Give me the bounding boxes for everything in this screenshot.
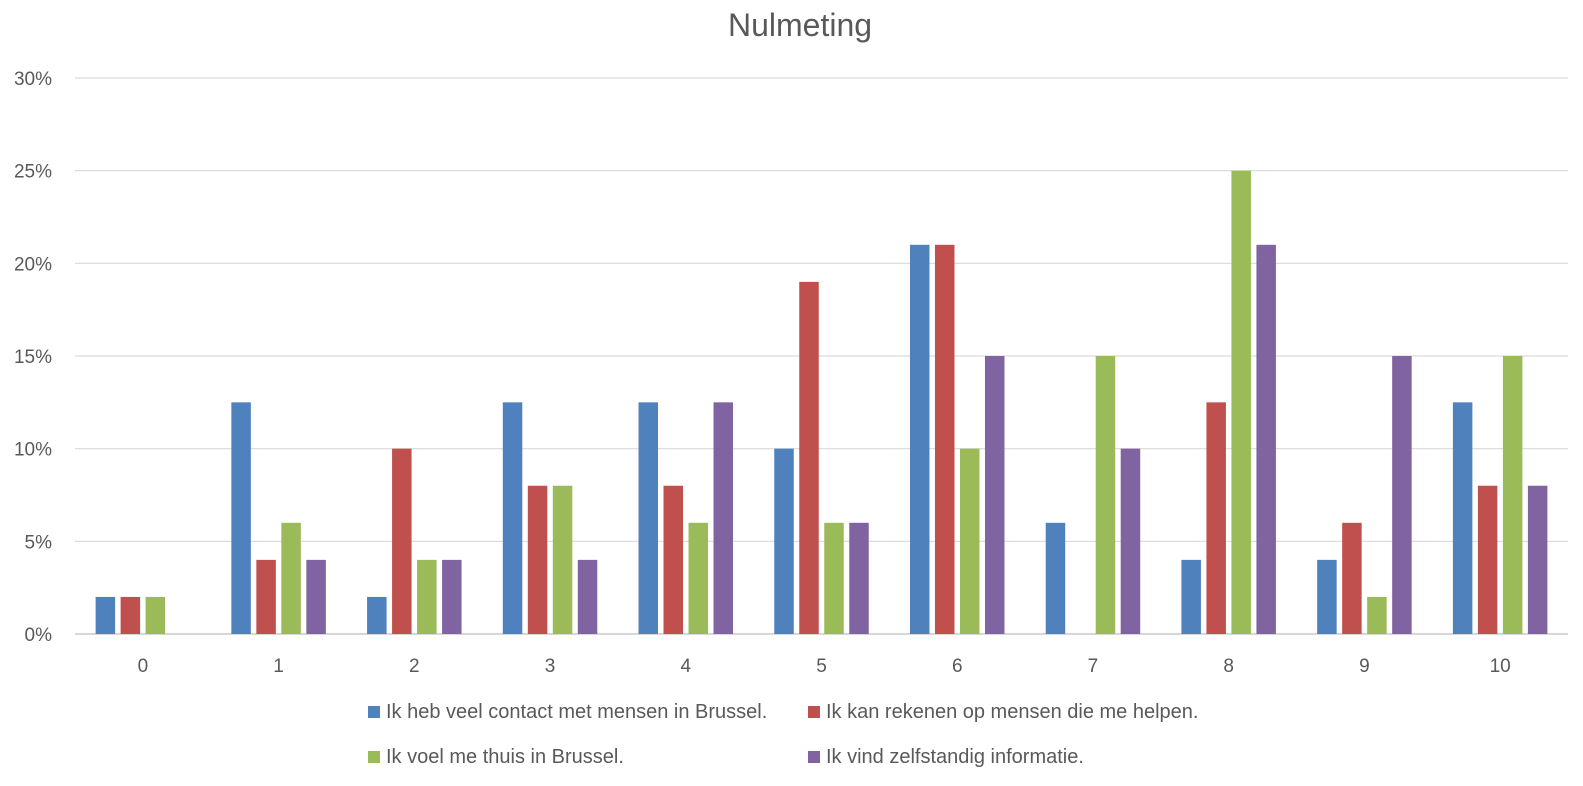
legend-label: Ik kan rekenen op mensen die me helpen. (826, 701, 1198, 723)
legend-label: Ik voel me thuis in Brussel. (386, 746, 624, 768)
gridlines (75, 77, 1568, 635)
x-tick-label: 5 (816, 656, 827, 677)
bar-series-1-cat-9 (1317, 559, 1337, 634)
x-axis-ticks: 0 1 2 3 4 5 6 7 8 9 10 (138, 656, 1511, 677)
bar-series-2-cat-10 (1477, 485, 1498, 634)
x-tick-label: 2 (409, 656, 420, 677)
bar-series-2-cat-2 (392, 448, 412, 634)
bar-series-2-cat-1 (256, 559, 276, 634)
bar-series-2-cat-0 (120, 596, 141, 634)
bar-series-1-cat-0 (95, 596, 116, 634)
bar-series-4-cat-2 (442, 559, 462, 634)
bar-series-1-cat-10 (1452, 402, 1473, 634)
bar-series-4-cat-7 (1120, 448, 1141, 634)
bar-series-3-cat-4 (688, 522, 709, 634)
x-tick-label: 9 (1359, 656, 1370, 677)
legend-swatch (808, 751, 820, 763)
bar-series-4-cat-3 (577, 559, 598, 634)
legend-label: Ik heb veel contact met mensen in Brusse… (386, 701, 767, 723)
bar-series-1-cat-2 (367, 596, 387, 634)
bar-series-3-cat-8 (1231, 170, 1251, 634)
bar-series-2-cat-8 (1206, 402, 1226, 634)
legend-swatch (368, 751, 380, 763)
y-tick-label: 10% (14, 440, 52, 461)
bar-series-2-cat-5 (799, 281, 819, 634)
bar-series-3-cat-5 (824, 522, 844, 634)
x-tick-label: 7 (1088, 656, 1099, 677)
legend-label: Ik vind zelfstandig informatie. (826, 746, 1084, 768)
bar-series-1-cat-4 (638, 402, 659, 634)
bar-series-1-cat-3 (502, 402, 523, 634)
bar-series-3-cat-1 (281, 522, 301, 634)
bar-series-1-cat-1 (231, 402, 251, 634)
y-tick-label: 30% (14, 69, 52, 90)
bar-series-3-cat-0 (145, 596, 166, 634)
bar-series-1-cat-8 (1181, 559, 1201, 634)
bar-series-3-cat-3 (552, 485, 573, 634)
y-tick-label: 0% (25, 625, 53, 646)
bar-series-3-cat-2 (417, 559, 437, 634)
bar-series-2-cat-6 (934, 244, 955, 635)
x-tick-label: 0 (138, 656, 149, 677)
x-tick-label: 6 (952, 656, 963, 677)
legend: Ik heb veel contact met mensen in Brusse… (368, 701, 1198, 768)
y-tick-label: 20% (14, 254, 52, 275)
legend-swatch (808, 706, 820, 718)
y-tick-label: 5% (25, 532, 53, 553)
x-tick-label: 3 (545, 656, 556, 677)
bar-series-4-cat-6 (984, 356, 1005, 634)
bar-series-4-cat-8 (1256, 244, 1276, 635)
bar-series-1-cat-7 (1045, 522, 1066, 634)
bar-series-3-cat-7 (1095, 356, 1116, 634)
x-tick-label: 10 (1490, 656, 1511, 677)
x-tick-label: 4 (680, 656, 691, 677)
bar-series-4-cat-10 (1527, 485, 1548, 634)
bar-series-4-cat-5 (849, 522, 869, 634)
x-tick-label: 1 (273, 656, 284, 677)
y-tick-label: 15% (14, 347, 52, 368)
bar-series-1-cat-6 (909, 244, 930, 635)
bar-series-2-cat-9 (1342, 522, 1362, 634)
bar-series-3-cat-6 (959, 448, 980, 634)
chart-title: Nulmeting (728, 7, 872, 43)
bar-series-3-cat-9 (1367, 596, 1387, 634)
bar-series-4-cat-1 (306, 559, 326, 634)
bar-series-2-cat-4 (663, 485, 684, 634)
bar-series-2-cat-3 (527, 485, 548, 634)
x-tick-label: 8 (1223, 656, 1234, 677)
bar-series-4-cat-9 (1392, 356, 1412, 634)
bar-series-4-cat-4 (713, 402, 734, 634)
bar-series-3-cat-10 (1502, 356, 1523, 634)
bars (95, 170, 1548, 635)
bar-series-1-cat-5 (774, 448, 794, 634)
legend-swatch (368, 706, 380, 718)
y-tick-label: 25% (14, 162, 52, 183)
y-axis-ticks: 0% 5% 10% 15% 20% 25% 30% (14, 69, 52, 646)
